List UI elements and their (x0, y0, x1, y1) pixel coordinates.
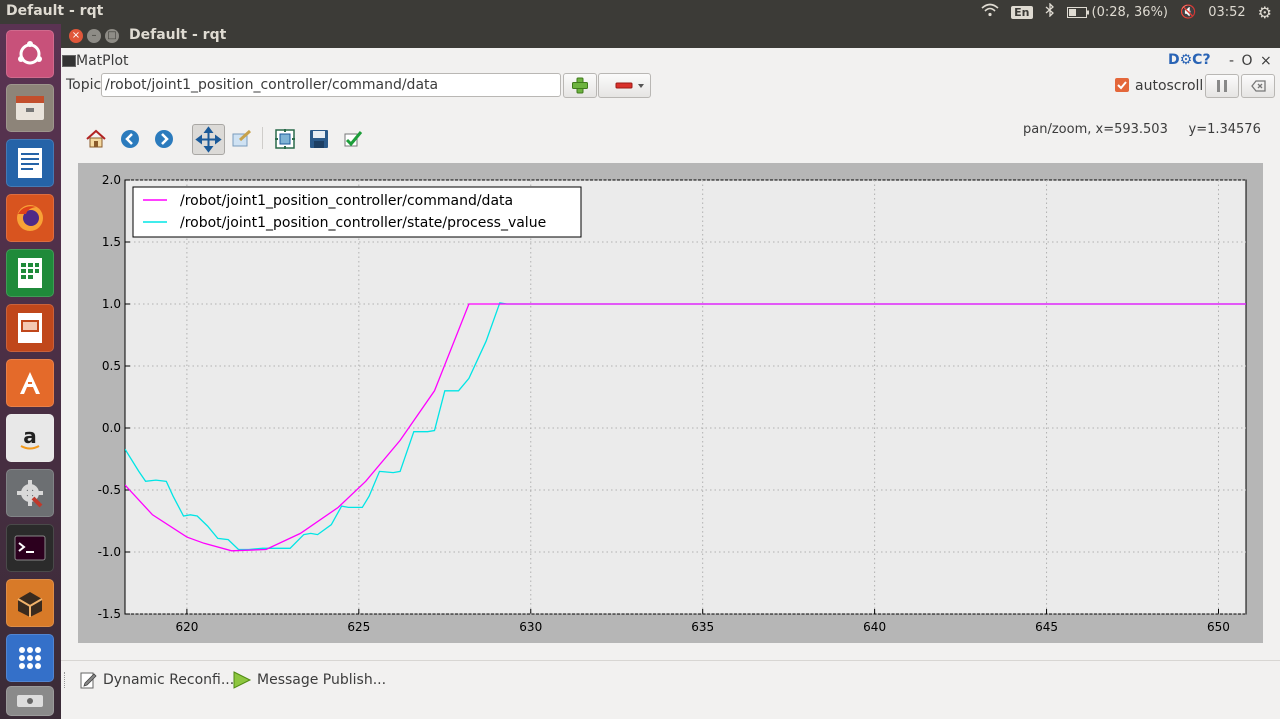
pan-icon (195, 126, 222, 153)
launcher-amazon-icon[interactable]: a (6, 414, 54, 462)
launcher: a (0, 24, 61, 719)
back-icon[interactable] (118, 127, 142, 151)
launcher-software-center-icon[interactable] (6, 359, 54, 407)
remove-topic-dropdown[interactable] (598, 73, 651, 98)
plot-canvas[interactable]: 620 625 630 635 640 645 650 -1.5 -1.0 -0.5 0.0 0.5 1… (78, 163, 1263, 643)
plugin-header: MatPlot D⚙C? - O × (61, 52, 1280, 72)
launcher-terminal-icon[interactable] (6, 524, 54, 572)
session-gear-icon[interactable]: ⚙ (1257, 2, 1272, 22)
launcher-drive-icon[interactable] (6, 686, 54, 716)
pan-zoom-toggle[interactable] (192, 124, 225, 155)
x-tick-label: 620 (175, 620, 198, 634)
clock[interactable]: 03:52 (1208, 4, 1246, 20)
launcher-firefox-icon[interactable] (6, 194, 54, 242)
series-command-data-line (125, 303, 1246, 552)
plugin-title: MatPlot (76, 53, 129, 69)
launcher-rqt-box-icon[interactable] (6, 579, 54, 627)
system-tray: En (0:28, 36%) 🔇 03:52 ⚙ (981, 0, 1280, 24)
svg-text:a: a (23, 424, 37, 448)
bottom-dock-handle[interactable] (64, 672, 69, 688)
y-tick-label: -1.5 (98, 607, 121, 621)
line-chart[interactable]: 620 625 630 635 640 645 650 -1.5 -1.0 -0.5 0.0 0.5 1… (78, 163, 1263, 643)
cursor-status-text: pan/zoom, x=593.503 y=1.34576 (1023, 122, 1261, 137)
window-title-bar: × – □ Default - rqt (61, 24, 1280, 48)
launcher-writer-icon[interactable] (6, 139, 54, 187)
x-tick-label: 635 (691, 620, 714, 634)
legend-entry: /robot/joint1_position_controller/state/… (180, 215, 546, 231)
launcher-ubuntu-icon[interactable] (6, 30, 54, 78)
volume-muted-icon[interactable]: 🔇 (1180, 4, 1197, 20)
tab-message-publisher[interactable]: Message Publish... (232, 668, 386, 692)
window-title: Default - rqt (129, 27, 227, 43)
x-tick-label: 625 (347, 620, 370, 634)
plugin-title-icons[interactable]: D⚙C? (1168, 52, 1211, 68)
battery-indicator[interactable]: (0:28, 36%) (1066, 4, 1169, 20)
clear-icon (1251, 80, 1266, 92)
pause-icon (1217, 80, 1227, 92)
window-close-button[interactable]: × (69, 29, 83, 43)
toolbar-separator (262, 127, 263, 149)
plugin-window-controls[interactable]: - O × (1229, 53, 1272, 69)
tab-message-publisher-label: Message Publish... (257, 672, 387, 688)
x-tick-label: 650 (1207, 620, 1230, 634)
launcher-apps-grid-icon[interactable] (6, 634, 54, 682)
y-tick-label: 0.5 (102, 359, 121, 373)
check-icon[interactable] (341, 127, 365, 151)
tab-dynamic-reconfigure-label: Dynamic Reconfi... (103, 672, 235, 688)
zoom-rect-icon[interactable] (229, 127, 253, 151)
window-minimize-button[interactable]: – (87, 29, 101, 43)
y-tick-label: 0.0 (102, 421, 121, 435)
minus-icon (615, 82, 644, 89)
bluetooth-icon[interactable] (1045, 2, 1055, 21)
edit-document-icon (80, 672, 97, 689)
battery-icon (1066, 6, 1089, 18)
launcher-system-settings-icon[interactable] (6, 469, 54, 517)
subplots-icon[interactable] (273, 127, 297, 151)
keyboard-layout-indicator[interactable]: En (1011, 5, 1033, 19)
window-maximize-button[interactable]: □ (105, 29, 119, 43)
pause-button[interactable] (1205, 74, 1239, 98)
checkbox-check-icon (1117, 81, 1127, 90)
forward-icon[interactable] (152, 127, 176, 151)
topic-input-value: /robot/joint1_position_controller/comman… (105, 77, 439, 93)
tab-dynamic-reconfigure[interactable]: Dynamic Reconfi... (78, 668, 234, 692)
matplot-plugin-icon (62, 55, 76, 67)
y-tick-label: 2.0 (102, 173, 121, 187)
topic-label: Topic (66, 77, 102, 93)
save-icon[interactable] (307, 127, 331, 151)
add-topic-button[interactable] (563, 73, 597, 98)
launcher-files-icon[interactable] (6, 84, 54, 132)
autoscroll-label: autoscroll (1135, 78, 1204, 94)
launcher-impress-icon[interactable] (6, 304, 54, 352)
plot-area[interactable] (124, 179, 1247, 615)
active-app-title: Default - rqt (6, 3, 104, 19)
topic-input[interactable]: /robot/joint1_position_controller/comman… (101, 73, 561, 97)
autoscroll-checkbox[interactable] (1115, 78, 1129, 92)
x-tick-label: 630 (519, 620, 542, 634)
battery-text: (0:28, 36%) (1091, 4, 1169, 20)
bottom-separator (61, 660, 1280, 661)
y-tick-label: -1.0 (98, 545, 121, 559)
wifi-icon[interactable] (981, 3, 999, 21)
system-top-bar: Default - rqt En (0:28, 36%) 🔇 03:52 ⚙ (0, 0, 1280, 24)
plus-icon (572, 77, 588, 94)
launcher-calc-icon[interactable] (6, 249, 54, 297)
x-tick-label: 645 (1035, 620, 1058, 634)
y-tick-label: 1.0 (102, 297, 121, 311)
clear-button[interactable] (1241, 74, 1275, 98)
play-arrow-icon (233, 671, 252, 689)
y-tick-label: -0.5 (98, 483, 121, 497)
y-tick-label: 1.5 (102, 235, 121, 249)
legend-box (132, 186, 582, 238)
home-icon[interactable] (84, 127, 108, 151)
x-tick-label: 640 (863, 620, 886, 634)
legend-entry: /robot/joint1_position_controller/comman… (180, 193, 513, 209)
